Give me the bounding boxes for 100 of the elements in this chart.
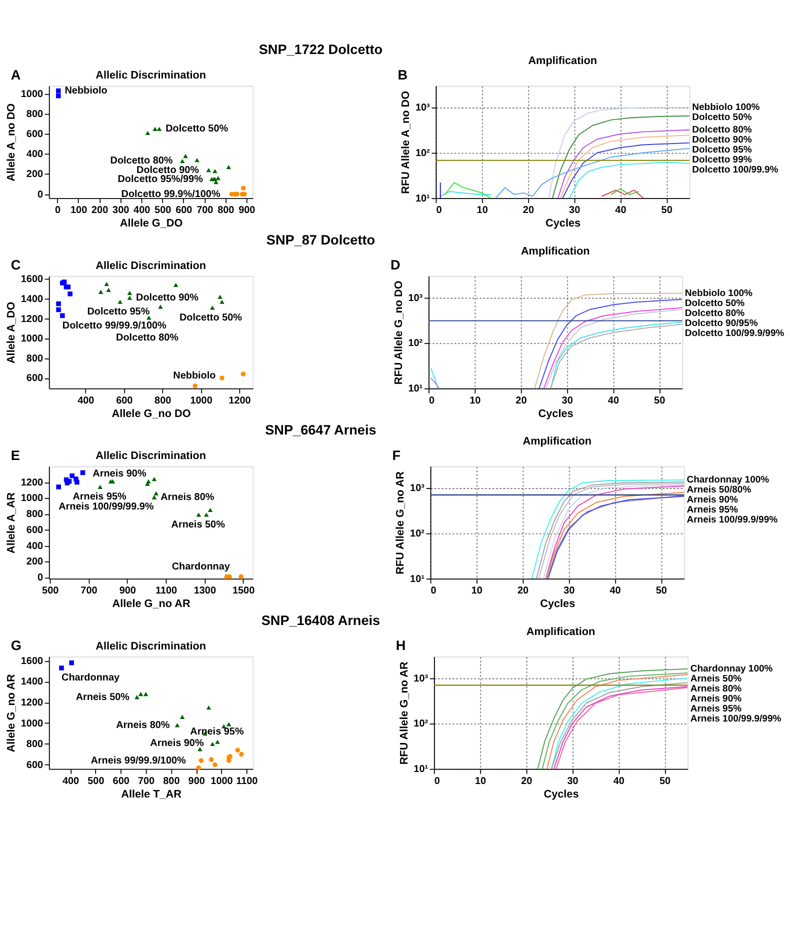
x-tick-label: 0 [55, 205, 62, 216]
x-tick-label: 400 [78, 395, 95, 406]
series-label: Dolcetto 100/99.9/99% [684, 328, 785, 339]
y-tick-label: 400 [26, 540, 44, 552]
annotation: Dolcetto 90% [136, 292, 199, 304]
y-axis-title: Allele G_no AR [6, 674, 18, 752]
annotation: Arneis 95% [190, 726, 244, 738]
y-tick-label: 1600 [20, 274, 44, 286]
x-tick-label: 30 [569, 205, 581, 216]
chart-title: Allelic Discrimination [96, 450, 206, 462]
text: A [10, 67, 21, 82]
annotation: Dolcetto 99/99.9/100% [62, 320, 167, 332]
y-axis-title: RFU Allele G_no AR [394, 471, 407, 574]
y-tick-label: 600 [26, 524, 44, 536]
y-tick-label: 10¹ [408, 384, 423, 395]
text: G [10, 638, 22, 654]
x-tick-label: 30 [562, 395, 574, 406]
y-tick-label: 1200 [20, 477, 44, 488]
y-tick-label: 10² [410, 528, 426, 540]
x-tick-label: 40 [610, 586, 622, 597]
x-tick-label: 1300 [194, 586, 216, 597]
y-tick-label: 600 [26, 129, 44, 140]
x-tick-label: 50 [656, 586, 668, 597]
x-tick-label: 1500 [232, 586, 256, 597]
annotation: Arneis 95% [72, 492, 127, 503]
series-label: Dolcetto 90/95% [684, 318, 758, 329]
y-tick-label: 10¹ [415, 193, 430, 204]
x-tick-label: 30 [564, 586, 576, 597]
y-tick-label: 0 [37, 189, 44, 200]
y-axis-title: Allele A_AR [6, 492, 18, 554]
text: H [396, 638, 406, 654]
y-tick-label: 1400 [20, 294, 44, 305]
series-label: Dolcetto 99% [692, 154, 752, 166]
annotation: Chardonnay [172, 561, 230, 572]
x-tick-label: 0 [436, 205, 442, 216]
x-tick-label: 100 [70, 205, 88, 216]
x-tick-label: 900 [238, 205, 256, 216]
annotation: Arneis 80% [116, 720, 170, 731]
annotation: Arneis 90% [92, 468, 146, 480]
x-tick-label: 600 [176, 205, 193, 216]
x-axis-title: Allele G_no AR [112, 598, 190, 610]
x-tick-label: 300 [112, 205, 130, 216]
x-tick-label: 1200 [228, 395, 252, 406]
x-tick-label: 400 [134, 205, 151, 216]
annotation: Arneis 80% [160, 492, 214, 503]
chart-title: Allelic Discrimination [96, 640, 206, 652]
chart-title: Allelic Discrimination [96, 260, 206, 272]
x-tick-label: 1000 [210, 776, 234, 787]
annotation: Nebbiolo [64, 86, 108, 97]
series-label: Dolcetto 80% [692, 124, 752, 136]
x-tick-label: 700 [196, 205, 214, 216]
annotation: Dolcetto 99.9%/100% [121, 188, 220, 200]
series-label: Arneis 50% [690, 674, 742, 685]
text: SNP_6647 Arneis [265, 422, 376, 438]
y-tick-label: 1000 [20, 718, 44, 730]
series-label: Nebbiolo 100% [684, 288, 754, 300]
series-label: Arneis 90% [690, 694, 742, 705]
x-tick-label: 900 [188, 776, 206, 787]
x-tick-label: 500 [154, 205, 172, 216]
series-label: Chardonnay 100% [690, 664, 774, 675]
x-axis-title: Cycles [544, 788, 579, 800]
x-axis-title: Allele G_no DO [112, 408, 191, 420]
series-label: Dolcetto 95% [692, 144, 752, 156]
text: C [10, 258, 21, 273]
x-tick-label: 1000 [190, 395, 213, 406]
x-tick-label: 40 [615, 205, 627, 216]
x-axis-title: Allele T_AR [121, 788, 182, 800]
x-tick-label: 40 [608, 395, 620, 406]
x-tick-label: 1100 [155, 586, 178, 597]
y-tick-label: 800 [26, 739, 44, 750]
series-label: Arneis 90% [686, 494, 738, 506]
text: Arneis 95% [690, 704, 742, 715]
y-tick-label: 10³ [415, 102, 431, 114]
x-tick-label: 10 [474, 776, 487, 787]
series-label: Dolcetto 50% [692, 112, 752, 124]
series-label: Dolcetto 80% [684, 308, 746, 319]
x-tick-label: 0 [434, 776, 440, 787]
y-tick-label: 1000 [20, 493, 44, 504]
x-axis-title: Allele G_DO [120, 218, 183, 230]
x-tick-label: 40 [613, 776, 625, 787]
x-tick-label: 50 [654, 395, 666, 406]
y-tick-label: 10³ [410, 483, 426, 494]
x-tick-label: 50 [659, 776, 672, 787]
x-tick-label: 600 [112, 776, 130, 787]
y-tick-label: 1400 [20, 676, 44, 688]
text: SNP_16408 Arneis [261, 612, 380, 628]
annotation: Arneis 99/99.9/100% [90, 755, 186, 766]
y-tick-label: 800 [26, 353, 44, 364]
chart-title: Amplification [526, 626, 596, 638]
y-tick-label: 1000 [20, 334, 44, 345]
x-tick-label: 400 [62, 776, 80, 787]
annotation: Arneis 50% [171, 519, 226, 530]
text: F [392, 448, 401, 463]
text: SNP_87 Dolcetto [266, 232, 376, 248]
x-axis-title: Cycles [546, 218, 581, 230]
x-tick-label: 20 [522, 205, 534, 216]
x-tick-label: 30 [567, 776, 579, 787]
series-label: Chardonnay 100% [686, 474, 770, 486]
x-tick-label: 200 [92, 205, 109, 216]
series-label: Arneis 100/99.9/99% [686, 514, 778, 526]
